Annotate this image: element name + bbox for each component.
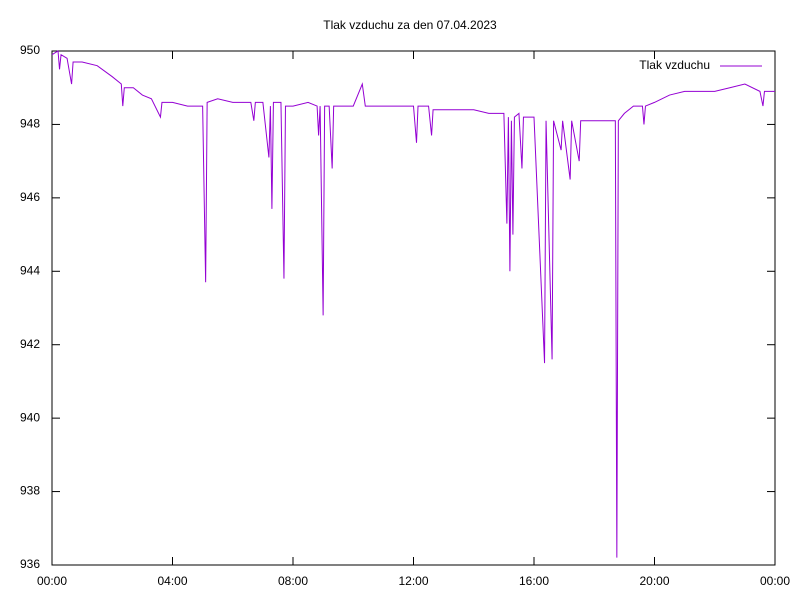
chart-title: Tlak vzduchu za den 07.04.2023	[323, 18, 497, 32]
y-tick-label: 938	[20, 484, 40, 498]
x-tick-label: 08:00	[278, 574, 308, 588]
y-tick-label: 936	[20, 557, 40, 571]
x-tick-label: 20:00	[639, 574, 669, 588]
x-tick-label: 16:00	[519, 574, 549, 588]
data-line	[51, 50, 775, 558]
y-tick-label: 940	[20, 410, 40, 424]
y-tick-label: 950	[20, 43, 40, 57]
y-tick-label: 942	[20, 337, 40, 351]
y-tick-label: 948	[20, 117, 40, 131]
x-tick-label: 04:00	[157, 574, 187, 588]
x-tick-label: 00:00	[760, 574, 790, 588]
y-tick-label: 946	[20, 190, 40, 204]
x-tick-label: 00:00	[37, 574, 67, 588]
x-tick-label: 12:00	[398, 574, 428, 588]
legend-label: Tlak vzduchu	[639, 58, 710, 72]
y-tick-label: 944	[20, 263, 40, 277]
